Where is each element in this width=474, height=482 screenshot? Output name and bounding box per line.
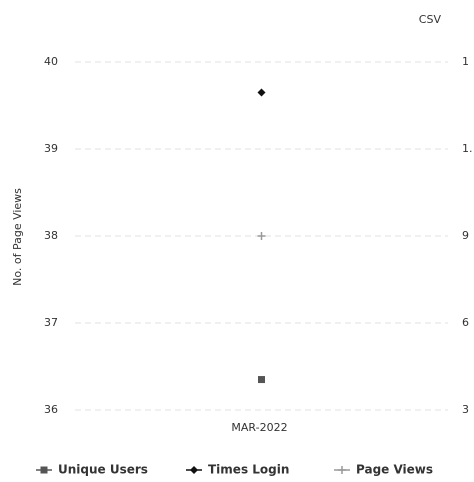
y-axis-title: No. of Page Views	[11, 188, 24, 286]
data-point	[258, 376, 265, 384]
y2-tick-label: 1	[462, 55, 469, 68]
y-tick-label: 40	[44, 55, 58, 68]
y2-tick-label: 3	[462, 403, 469, 416]
data-point	[257, 88, 266, 97]
legend-label: Times Login	[208, 463, 289, 477]
y-tick-label: 37	[44, 316, 58, 329]
legend-marker	[190, 466, 198, 474]
y2-tick-label: 1.	[462, 142, 473, 155]
x-tick-label: MAR-2022	[231, 421, 287, 434]
legend-marker	[338, 466, 346, 474]
legend-marker	[40, 466, 48, 474]
y2-tick-label: 9	[462, 229, 469, 242]
y-tick-label: 38	[44, 229, 58, 242]
y-tick-label: 39	[44, 142, 58, 155]
data-point	[257, 232, 266, 240]
csv-button[interactable]: CSV	[419, 13, 442, 26]
legend-label: Page Views	[356, 463, 433, 477]
y-tick-label: 36	[44, 403, 58, 416]
legend-label: Unique Users	[58, 463, 148, 477]
y2-tick-label: 6	[462, 316, 469, 329]
